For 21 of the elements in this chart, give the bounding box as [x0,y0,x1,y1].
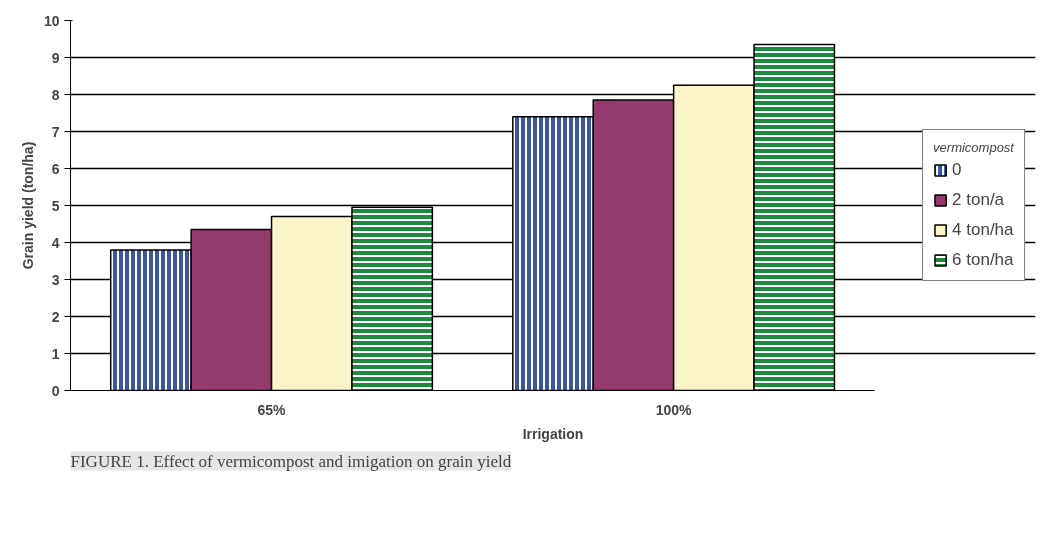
y-tick-label: 8 [51,86,60,103]
y-tick-label: 5 [51,197,60,214]
x-tick-label: 100% [655,401,693,418]
y-tick-label: 2 [51,308,60,325]
x-tick-label: 65% [257,401,287,418]
y-tick-label: 7 [51,123,60,140]
y-tick-label: 6 [51,160,60,177]
legend-label: 2 ton/a [952,190,1005,210]
x-axis-title: Irrigation [522,425,584,442]
legend-label: 6 ton/ha [952,250,1014,270]
y-axis-title: Grain yield (ton/ha) [19,141,36,270]
y-tick-label: 4 [51,234,60,251]
y-tick-label: 10 [43,12,60,29]
y-tick-label: 0 [51,382,60,399]
legend-title: vermicompost [933,140,1014,155]
y-tick-label: 3 [51,271,60,288]
y-tick-label: 9 [51,49,60,66]
caption: FIGURE 1. Effect of vermicompost and imigation on grain yield [70,451,512,471]
y-tick-label: 1 [51,345,60,362]
legend-label: 4 ton/ha [952,220,1014,240]
legend-label: 0 [952,160,963,180]
